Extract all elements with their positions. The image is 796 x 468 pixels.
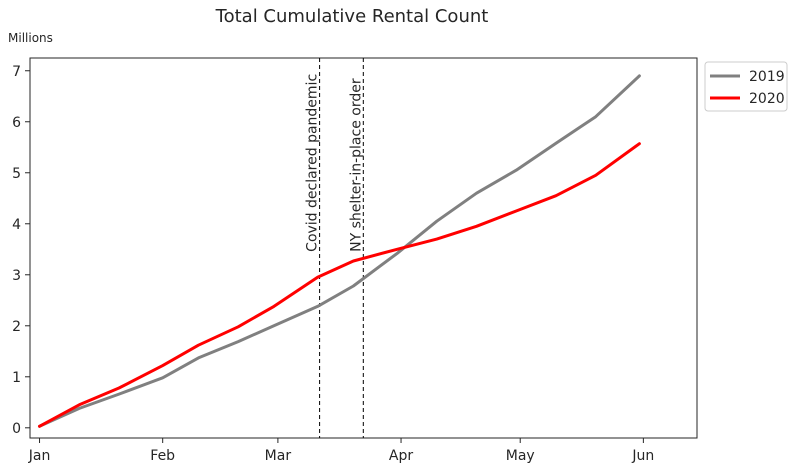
x-tick-label: Jun [631, 448, 654, 464]
event-label: NY shelter-in-place order [348, 78, 364, 252]
series-line-2020 [38, 142, 641, 428]
y-tick-label: 0 [12, 421, 21, 437]
y-tick-label: 7 [12, 64, 21, 80]
x-tick-label: Jan [28, 448, 51, 464]
y-unit-label: Millions [8, 31, 53, 45]
y-tick-label: 1 [12, 370, 21, 386]
event-annotations: Covid declared pandemic NY shelter-in-pla… [305, 58, 364, 438]
y-tick-label: 2 [12, 319, 21, 335]
series-line-2019 [38, 74, 641, 428]
series-lines [38, 74, 641, 428]
y-tick-label: 3 [12, 268, 21, 284]
y-tick-label: 6 [12, 115, 21, 131]
legend-label: 2019 [749, 69, 785, 85]
x-tick-label: Apr [389, 448, 413, 464]
x-tick-label: Feb [150, 448, 175, 464]
y-tick-label: 4 [12, 217, 21, 233]
legend: 2019 2020 [704, 61, 788, 112]
chart-title: Total Cumulative Rental Count [215, 6, 489, 27]
event-label: Covid declared pandemic [305, 74, 321, 252]
legend-label: 2020 [749, 91, 785, 107]
x-tick-label: May [506, 448, 535, 464]
x-tick-label: Mar [265, 448, 292, 464]
y-axis: 0 1 2 3 4 5 6 7 [12, 64, 30, 437]
y-tick-label: 5 [12, 166, 21, 182]
x-axis: Jan Feb Mar Apr May Jun [28, 438, 654, 464]
